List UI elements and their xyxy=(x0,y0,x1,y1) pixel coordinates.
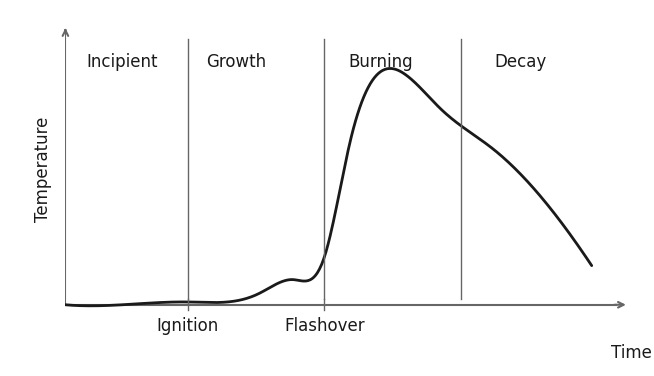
Text: Burning: Burning xyxy=(349,53,413,71)
Text: Ignition: Ignition xyxy=(156,317,219,335)
Text: Temperature: Temperature xyxy=(33,117,52,222)
Text: Growth: Growth xyxy=(206,53,266,71)
Text: Incipient: Incipient xyxy=(86,53,158,71)
Text: Flashover: Flashover xyxy=(284,317,364,335)
Text: Decay: Decay xyxy=(494,53,547,71)
Text: Time: Time xyxy=(611,344,652,362)
